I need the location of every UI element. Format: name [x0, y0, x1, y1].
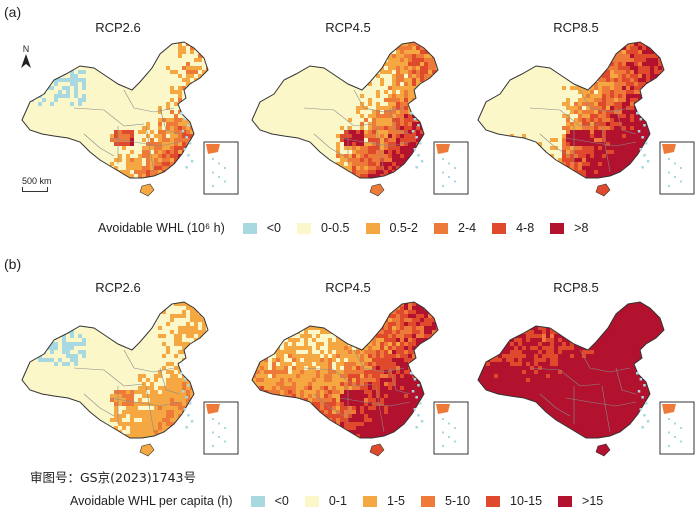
map-a-rcp45 — [251, 41, 469, 197]
legend-b-swatch-2 — [362, 495, 377, 507]
legend-a-swatch-0 — [242, 222, 257, 234]
legend-b: Avoidable WHL per capita (h) <0 0-1 1-5 … — [70, 494, 619, 508]
legend-a-swatch-1 — [297, 222, 311, 234]
scenario-title-b2: RCP4.5 — [325, 280, 371, 295]
legend-a-item: >8 — [550, 221, 588, 235]
scenario-title-a2: RCP4.5 — [325, 20, 371, 35]
legend-a-label-0: <0 — [266, 221, 281, 235]
legend-b-label-2: 1-5 — [386, 494, 406, 508]
map-b-rcp85 — [477, 301, 695, 457]
legend-a-label-4: 4-8 — [516, 221, 535, 235]
legend-a-label-5: >8 — [574, 221, 589, 235]
scenario-title-a1: RCP2.6 — [95, 20, 141, 35]
legend-b-label-5: >15 — [582, 494, 604, 508]
legend-a: Avoidable WHL (10⁶ h) <0 0-0.5 0.5-2 2-4… — [98, 221, 604, 235]
legend-a-swatch-3 — [434, 222, 448, 234]
legend-a-title: Avoidable WHL (10⁶ h) — [98, 221, 225, 235]
legend-a-item: 2-4 — [434, 221, 476, 235]
legend-b-item: 10-15 — [486, 494, 542, 508]
legend-b-item: <0 — [250, 494, 289, 508]
legend-b-swatch-0 — [250, 495, 265, 507]
legend-b-swatch-4 — [486, 495, 501, 507]
legend-a-swatch-2 — [365, 222, 380, 234]
legend-a-label-3: 2-4 — [458, 221, 477, 235]
scenario-title-b3: RCP8.5 — [553, 280, 599, 295]
map-b-rcp45 — [251, 301, 469, 457]
legend-b-label-0: <0 — [274, 494, 289, 508]
scenario-title-a3: RCP8.5 — [553, 20, 599, 35]
legend-a-item: 0-0.5 — [297, 221, 350, 235]
legend-b-label-3: 5-10 — [445, 494, 471, 508]
north-arrow-icon: N — [20, 44, 32, 70]
legend-a-swatch-4 — [492, 222, 507, 234]
scenario-title-b1: RCP2.6 — [95, 280, 141, 295]
map-b-rcp26 — [21, 301, 239, 457]
legend-b-label-1: 0-1 — [328, 494, 347, 508]
legend-b-label-4: 10-15 — [510, 494, 543, 508]
legend-a-item: <0 — [242, 221, 281, 235]
legend-a-item: 0.5-2 — [365, 221, 419, 235]
legend-b-item: 1-5 — [362, 494, 406, 508]
panel-b-label: (b) — [4, 256, 22, 272]
map-approval-number: 审图号：GS京(2023)1743号 — [30, 470, 196, 485]
legend-b-title: Avoidable WHL per capita (h) — [70, 494, 233, 508]
north-label: N — [22, 44, 30, 54]
map-a-rcp85 — [477, 41, 695, 197]
map-a-rcp26 — [21, 41, 239, 197]
panel-a-label: (a) — [4, 4, 22, 20]
legend-b-item: 0-1 — [304, 494, 347, 508]
legend-a-swatch-5 — [550, 222, 565, 234]
legend-b-item: >15 — [558, 494, 603, 508]
scale-label: 500 km — [22, 176, 52, 186]
legend-b-swatch-5 — [558, 495, 573, 507]
legend-a-label-2: 0.5-2 — [389, 221, 419, 235]
legend-b-item: 5-10 — [421, 494, 470, 508]
legend-a-label-1: 0-0.5 — [321, 221, 350, 235]
legend-b-swatch-1 — [304, 495, 319, 507]
scale-bar: 500 km — [22, 176, 52, 192]
legend-b-swatch-3 — [421, 495, 436, 507]
legend-a-item: 4-8 — [492, 221, 534, 235]
